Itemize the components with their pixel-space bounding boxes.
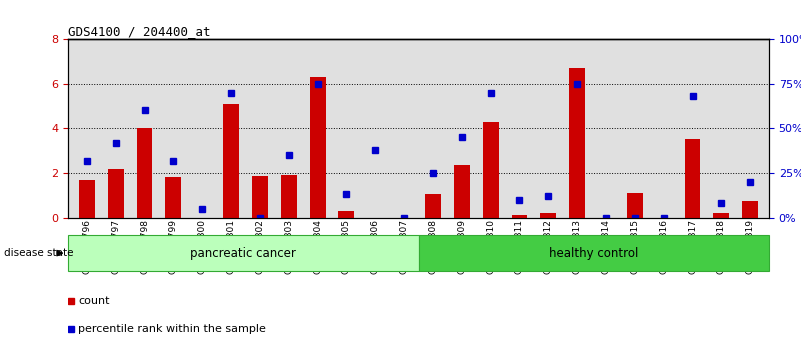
Bar — [223, 104, 239, 218]
Text: disease state: disease state — [4, 248, 74, 258]
Bar — [425, 194, 441, 218]
Bar — [454, 165, 469, 218]
Bar — [541, 213, 556, 218]
Bar — [685, 139, 700, 218]
Text: healthy control: healthy control — [549, 247, 638, 259]
Bar — [310, 77, 325, 218]
Text: GDS4100 / 204400_at: GDS4100 / 204400_at — [68, 25, 211, 38]
Bar — [418, 235, 769, 271]
Bar — [79, 180, 95, 218]
Bar — [743, 201, 758, 218]
Text: count: count — [78, 296, 110, 306]
Bar — [483, 122, 498, 218]
Bar — [252, 176, 268, 218]
Bar — [166, 177, 181, 218]
Bar — [570, 68, 585, 218]
Bar — [68, 235, 418, 271]
Bar — [714, 213, 729, 218]
Bar — [281, 175, 296, 218]
Bar — [339, 211, 354, 218]
Bar — [108, 169, 123, 218]
Text: percentile rank within the sample: percentile rank within the sample — [78, 324, 266, 334]
Bar — [512, 216, 527, 218]
Bar — [627, 193, 642, 218]
Bar — [137, 129, 152, 218]
Text: pancreatic cancer: pancreatic cancer — [191, 247, 296, 259]
